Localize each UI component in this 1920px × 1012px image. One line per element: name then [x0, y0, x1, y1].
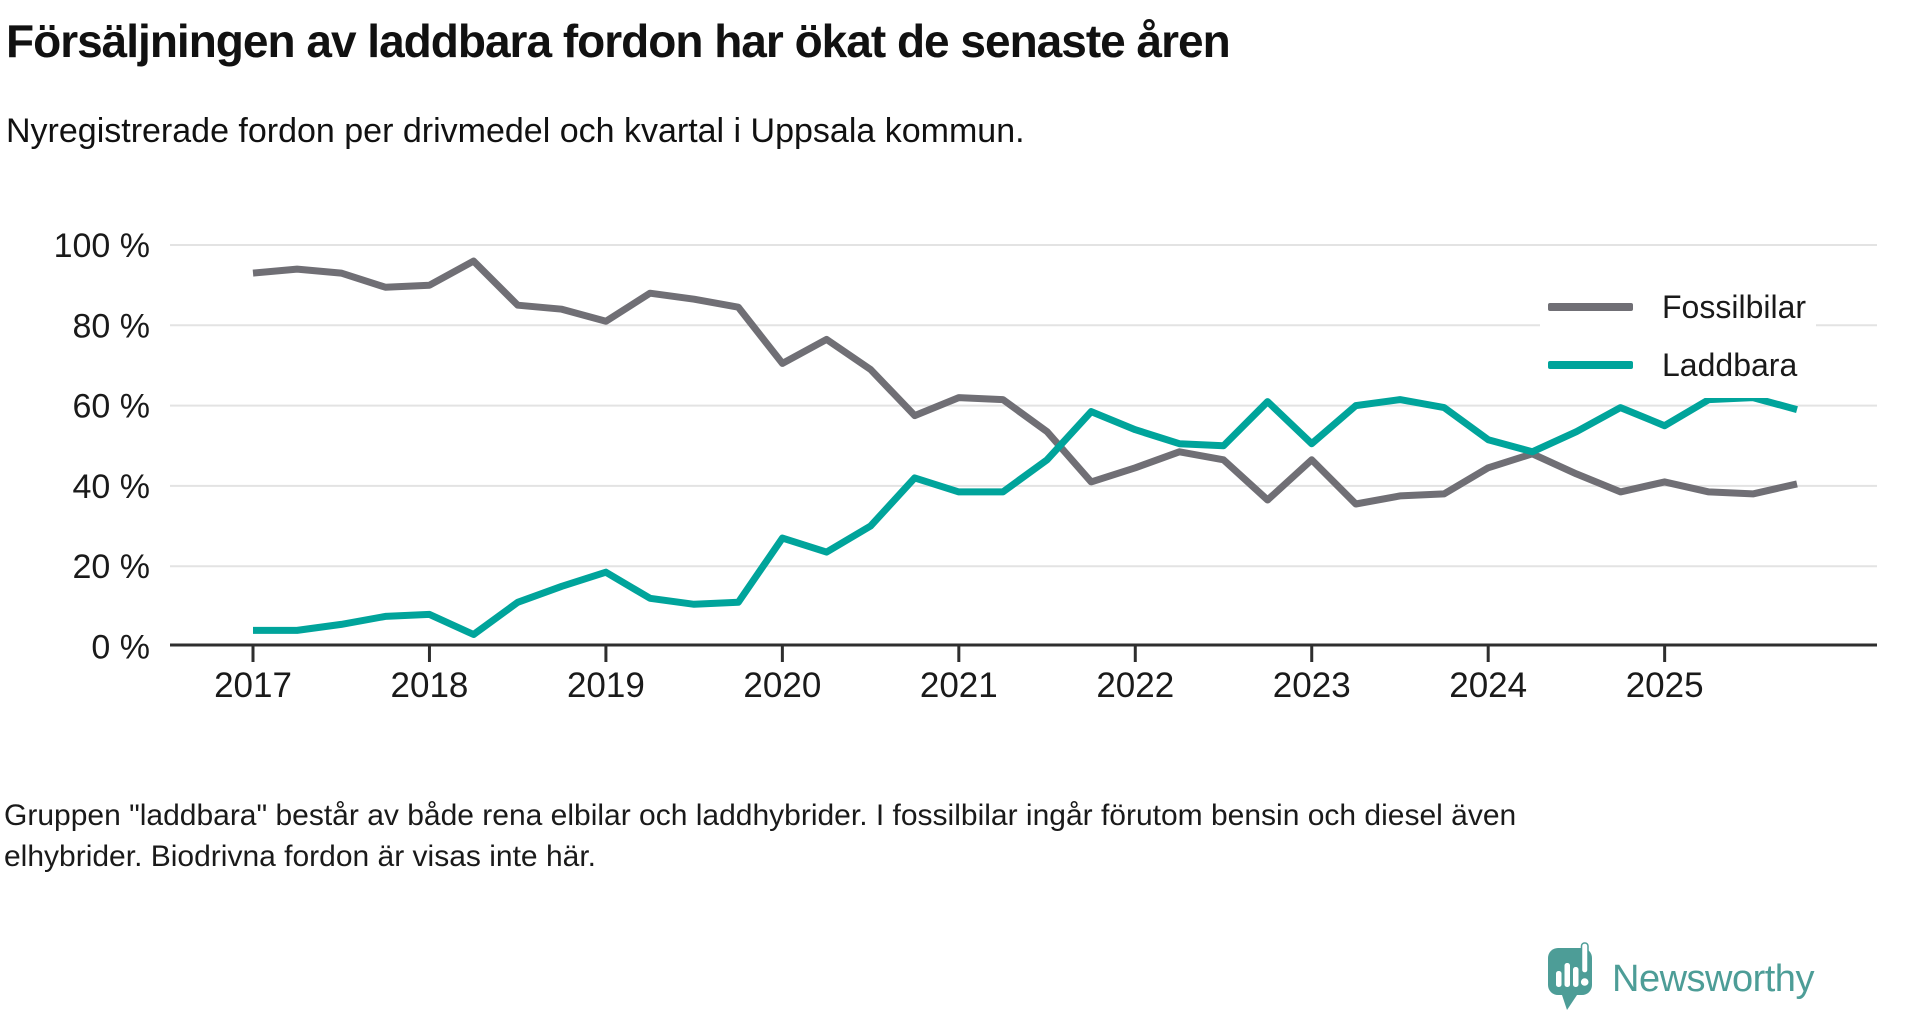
y-axis-tick-label: 20 %: [73, 548, 151, 586]
legend-label: Fossilbilar: [1662, 288, 1807, 325]
footnote-line-1: Gruppen "laddbara" består av både rena e…: [4, 799, 1517, 832]
series-line-laddbara: [253, 394, 1798, 638]
x-axis-tick-label: 2022: [1096, 666, 1174, 705]
legend-label: Laddbara: [1662, 346, 1798, 383]
legend-item-fossilbilar: Fossilbilar: [1548, 278, 1806, 336]
x-axis-tick-label: 2020: [743, 666, 821, 705]
x-axis-tick-label: 2018: [391, 666, 469, 705]
footnote: Gruppen "laddbara" består av både rena e…: [4, 795, 1516, 877]
fossilbilar-line-swatch: [1548, 303, 1633, 311]
line-chart: 100 % 80 % 60 % 40 % 20 % 0 % 2017 2018 2019 2020…: [54, 227, 1877, 705]
y-axis-tick-label: 0 %: [91, 629, 150, 667]
newsworthy-logo-icon: [1548, 942, 1592, 1010]
y-axis-tick-label: 60 %: [73, 388, 151, 426]
legend-item-laddbara: Laddbara: [1548, 336, 1806, 394]
x-axis-tick-label: 2024: [1449, 666, 1527, 705]
newsworthy-logo-text: Newsworthy: [1612, 957, 1814, 1000]
newsworthy-logo: Newsworthy: [1548, 940, 1814, 1012]
x-axis-tick-label: 2021: [920, 666, 998, 705]
x-axis-tick-label: 2023: [1273, 666, 1351, 705]
laddbara-line-swatch: [1548, 361, 1633, 369]
chart-legend: Fossilbilar Laddbara: [1540, 278, 1817, 398]
y-axis-tick-label: 80 %: [73, 307, 151, 345]
y-axis-tick-label: 100 %: [54, 227, 150, 265]
chart-subtitle: Nyregistrerade fordon per drivmedel och …: [6, 112, 1025, 150]
series-line-fossilbilar: [252, 257, 1798, 508]
x-axis-tick-label: 2017: [214, 666, 292, 705]
x-axis-tick-label: 2019: [567, 666, 645, 705]
x-axis-tick-label: 2025: [1626, 666, 1704, 705]
footnote-line-2: elhybrider. Biodrivna fordon är visas in…: [4, 840, 596, 873]
y-axis-tick-label: 40 %: [73, 468, 151, 506]
page-title: Försäljningen av laddbara fordon har öka…: [6, 15, 1231, 67]
